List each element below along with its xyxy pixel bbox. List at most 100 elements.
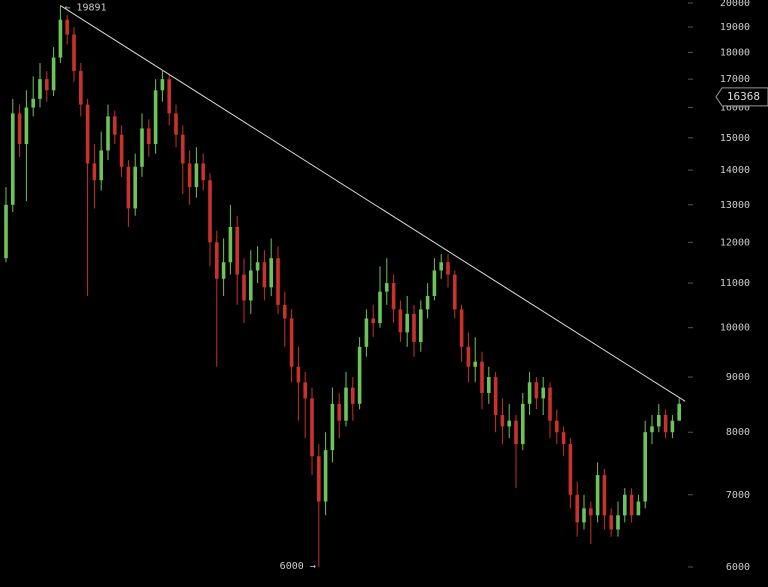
candle-body [24, 107, 29, 145]
price-tag [715, 87, 768, 107]
candle-body [31, 98, 35, 108]
candle-body [677, 403, 681, 421]
candle-body [480, 361, 484, 393]
candle-body [555, 420, 559, 433]
y-tick-label: 10000 [720, 323, 750, 334]
candle-body [643, 432, 647, 502]
y-tick-label: 15000 [720, 133, 750, 144]
y-tick-label: 12000 [720, 237, 750, 248]
candle-body [575, 494, 579, 523]
candle-body [670, 420, 675, 433]
candle-body [317, 456, 321, 502]
candle-body [228, 226, 233, 263]
candle-body [623, 494, 627, 516]
candle-body [51, 57, 56, 91]
candle-body [242, 274, 246, 301]
candle-body [378, 291, 382, 324]
candle-body [405, 313, 409, 333]
candle-body [500, 414, 505, 427]
y-tick-label: 6000 [726, 562, 750, 573]
candle-body [521, 403, 525, 445]
candle-body [589, 508, 593, 516]
candle-body [602, 475, 607, 516]
candle-body [371, 318, 375, 324]
candle-body [92, 163, 97, 181]
candle-body [385, 283, 389, 292]
candle-body [473, 361, 477, 367]
candle-body [636, 501, 641, 516]
candle-body [487, 377, 491, 393]
candle-body [65, 19, 69, 35]
candle-body [215, 242, 219, 279]
candle-body [79, 70, 83, 105]
candle-body [595, 475, 600, 516]
candle-body [337, 403, 341, 421]
candle-body [357, 346, 362, 404]
candle-body [344, 387, 348, 421]
candle-body [283, 304, 287, 319]
candle-body [364, 318, 369, 347]
candle-body [548, 387, 552, 421]
annotation: 6000 → [280, 561, 316, 572]
y-tick-label: 9000 [726, 372, 750, 383]
candle-body [582, 508, 586, 523]
candle-body [181, 134, 185, 164]
candle-body [419, 309, 423, 342]
candle-body [133, 166, 137, 209]
candle-body [650, 426, 654, 433]
candle-body [11, 113, 15, 205]
y-tick-label: 14000 [720, 165, 750, 176]
candle-body [38, 79, 42, 99]
candle-body [106, 116, 110, 151]
candle-body [351, 387, 355, 404]
annotation: ← 19891 [64, 3, 106, 14]
candle-body [561, 432, 566, 445]
candle-body [174, 113, 178, 135]
candle-body [208, 180, 212, 243]
y-tick-label: 16000 [720, 103, 750, 114]
candle-body [303, 382, 307, 399]
candle-body [466, 346, 471, 367]
candle-body [459, 309, 464, 347]
candle-body [616, 515, 620, 530]
candle-body [276, 258, 280, 305]
candle-body [249, 270, 253, 301]
y-tick-label: 17000 [720, 74, 750, 85]
candle-body [514, 420, 518, 445]
candle-body [663, 414, 668, 433]
candle-body [201, 163, 205, 181]
candle-body [4, 204, 8, 259]
candle-body [453, 274, 457, 310]
candle-body [439, 262, 443, 271]
trend-line [60, 5, 686, 402]
candle-body [140, 128, 144, 167]
y-tick-label: 18000 [720, 47, 750, 58]
candle-body [609, 515, 613, 530]
candle-body [330, 403, 335, 451]
y-tick-label: 11000 [720, 278, 750, 289]
candle-body [534, 382, 539, 399]
candle-body [432, 270, 437, 297]
candle-body [72, 34, 76, 71]
candle-body [235, 226, 239, 275]
candle-body [167, 79, 171, 114]
candle-body [629, 494, 634, 516]
candle-body [45, 79, 49, 91]
candle-body [113, 116, 117, 135]
candle-body [323, 450, 328, 502]
candle-body [153, 90, 158, 145]
y-tick-label: 20000 [720, 0, 750, 9]
candle-body [289, 318, 294, 367]
candle-body [147, 128, 151, 145]
candle-body [568, 444, 573, 495]
candle-body [493, 377, 498, 415]
candle-body [85, 104, 90, 164]
candle-body [221, 262, 226, 279]
candle-body [262, 262, 267, 288]
candle-body [58, 19, 63, 58]
y-tick-label: 19000 [720, 22, 750, 33]
candle-body [269, 258, 273, 288]
